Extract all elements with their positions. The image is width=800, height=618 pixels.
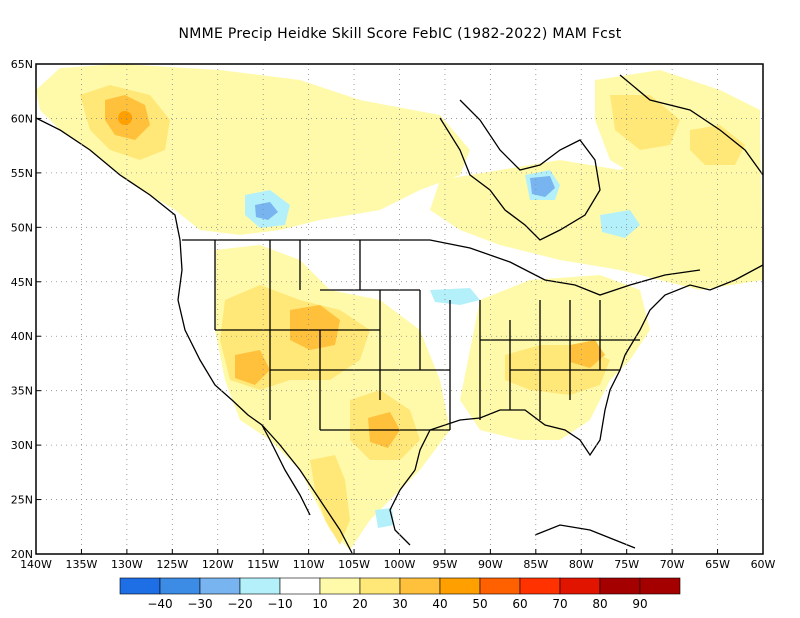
shading-gulf-neg [375, 508, 394, 528]
shading-sw-coast [310, 455, 350, 545]
cuba [534, 524, 636, 549]
colorbar-label: −20 [227, 597, 252, 611]
states-east [419, 290, 640, 430]
lon-tick-label: 125W [156, 558, 188, 571]
lat-tick-label: 35N [11, 385, 33, 398]
colorbar-label: −30 [187, 597, 212, 611]
lat-tick-label: 60N [11, 112, 33, 125]
lat-tick-label: 25N [11, 494, 33, 507]
lon-tick-label: 120W [202, 558, 234, 571]
lon-tick-label: 85W [523, 558, 548, 571]
lon-tick-label: 115W [247, 558, 279, 571]
colorbar-swatch [479, 577, 521, 595]
lon-tick-label: 75W [614, 558, 639, 571]
baja [261, 424, 311, 516]
lat-tick-label: 45N [11, 276, 33, 289]
states-west [214, 240, 450, 431]
hudson-bay [439, 99, 601, 241]
lon-tick-label: 135W [66, 558, 98, 571]
colorbar-swatch [119, 577, 161, 595]
colorbar-swatch [359, 577, 401, 595]
shading-utah-colorado [290, 305, 340, 350]
colorbar-label: 50 [472, 597, 487, 611]
colorbar-label: 30 [392, 597, 407, 611]
shading-hudson-neg-core [530, 176, 555, 197]
colorbar-swatch [319, 577, 361, 595]
colorbar-swatch [639, 577, 681, 595]
lon-tick-label: 140W [20, 558, 52, 571]
colorbar-label: 60 [512, 597, 527, 611]
lon-tick-label: 105W [338, 558, 370, 571]
lon-tick-label: 60W [751, 558, 776, 571]
lat-tick-label: 55N [11, 167, 33, 180]
lon-tick-label: 100W [384, 558, 416, 571]
lon-tick-label: 130W [111, 558, 143, 571]
gulf-coast [414, 354, 626, 471]
colorbar-swatch [439, 577, 481, 595]
shading-bc-max [118, 111, 132, 125]
colorbar-swatch [159, 577, 201, 595]
lon-tick-label: 90W [478, 558, 503, 571]
colorbar-swatch [239, 577, 281, 595]
colorbar-label: −40 [147, 597, 172, 611]
lat-tick-label: 30N [11, 439, 33, 452]
shading-tennessee [570, 340, 605, 368]
map-gridlines [36, 64, 763, 554]
gulf-mexico-west [389, 469, 416, 546]
colorbar-swatch [599, 577, 641, 595]
colorbar-label: 90 [632, 597, 647, 611]
lat-tick-label: 20N [11, 548, 33, 561]
lon-tick-label: 110W [293, 558, 325, 571]
map-axes: 140W 135W 130W 125W 120W 115W 110W 105W 100W 95W 9… [11, 58, 776, 571]
labrador-coast [619, 74, 764, 176]
colorbar-label: 70 [552, 597, 567, 611]
colorbar-label: 40 [432, 597, 447, 611]
colorbar-label: 10 [312, 597, 327, 611]
shading-hudson-east [610, 95, 680, 150]
east-coast [624, 264, 764, 356]
us-canada-border [182, 239, 701, 296]
shading-quebec-neg [600, 210, 640, 238]
lat-tick-label: 50N [11, 221, 33, 234]
colorbar: −40 −30 −20 −10 10 20 30 40 50 60 70 80 90 [119, 577, 681, 611]
lat-tick-label: 40N [11, 330, 33, 343]
colorbar-swatch [279, 577, 321, 595]
shading-great-lakes-neg [430, 288, 480, 305]
coastlines-borders [35, 74, 764, 554]
shading-alberta-neg-core [255, 202, 278, 220]
colorbar-label: −10 [267, 597, 292, 611]
colorbar-swatch [519, 577, 561, 595]
lon-tick-label: 80W [569, 558, 594, 571]
colorbar-swatch [559, 577, 601, 595]
chart-title: NMME Precip Heidke Skill Score FebIC (19… [178, 26, 622, 42]
lon-tick-label: 65W [705, 558, 730, 571]
lon-tick-label: 70W [660, 558, 685, 571]
lat-tick-label: 65N [11, 58, 33, 71]
shading-arizona [235, 350, 270, 385]
colorbar-label: 20 [352, 597, 367, 611]
west-coast [35, 117, 353, 554]
colorbar-label: 80 [592, 597, 607, 611]
colorbar-swatch [399, 577, 441, 595]
lon-tick-label: 95W [433, 558, 458, 571]
colorbar-swatch [199, 577, 241, 595]
